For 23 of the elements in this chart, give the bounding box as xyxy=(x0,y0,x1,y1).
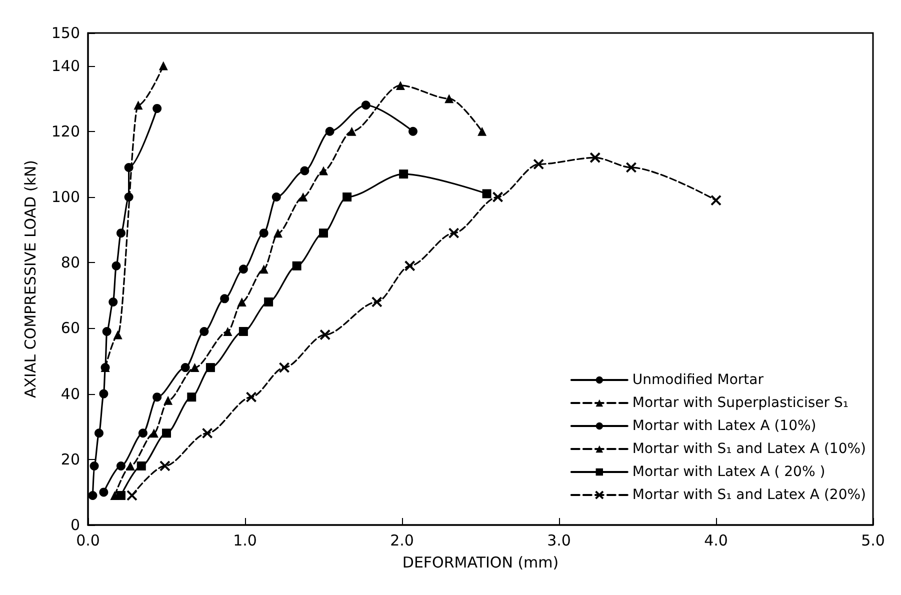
x-tick-label: 0.0 xyxy=(76,532,100,550)
y-tick-label: 20 xyxy=(60,450,80,468)
x-tick-label: 5.0 xyxy=(861,532,885,550)
x-tick-label: 2.0 xyxy=(390,532,414,550)
y-tick-label: 140 xyxy=(51,56,80,75)
x-axis-title: DEFORMATION (mm) xyxy=(402,554,559,572)
y-tick-label: 100 xyxy=(51,188,80,206)
y-tick-label: 80 xyxy=(60,254,80,272)
y-tick-label: 0 xyxy=(70,516,80,534)
x-tick-label: 3.0 xyxy=(547,532,571,550)
legend-label: Mortar with Latex A (10%) xyxy=(632,418,816,434)
legend-label: Mortar with Superplasticiser S₁ xyxy=(632,395,848,411)
legend-label: Mortar with S₁ and Latex A (10%) xyxy=(632,441,866,457)
x-tick-label: 4.0 xyxy=(704,532,728,550)
y-tick-label: 60 xyxy=(60,319,80,338)
legend-label: Mortar with S₁ and Latex A (20%) xyxy=(632,487,866,503)
y-tick-label: 40 xyxy=(60,384,80,403)
legend-label: Mortar with Latex A ( 20% ) xyxy=(632,464,826,480)
y-axis-title: AXIAL COMPRESSIVE LOAD (kN) xyxy=(22,160,40,398)
legend-label: Unmodified Mortar xyxy=(632,372,764,388)
x-tick-label: 1.0 xyxy=(233,532,257,550)
y-tick-label: 120 xyxy=(51,122,80,140)
y-tick-label: 150 xyxy=(51,24,80,42)
